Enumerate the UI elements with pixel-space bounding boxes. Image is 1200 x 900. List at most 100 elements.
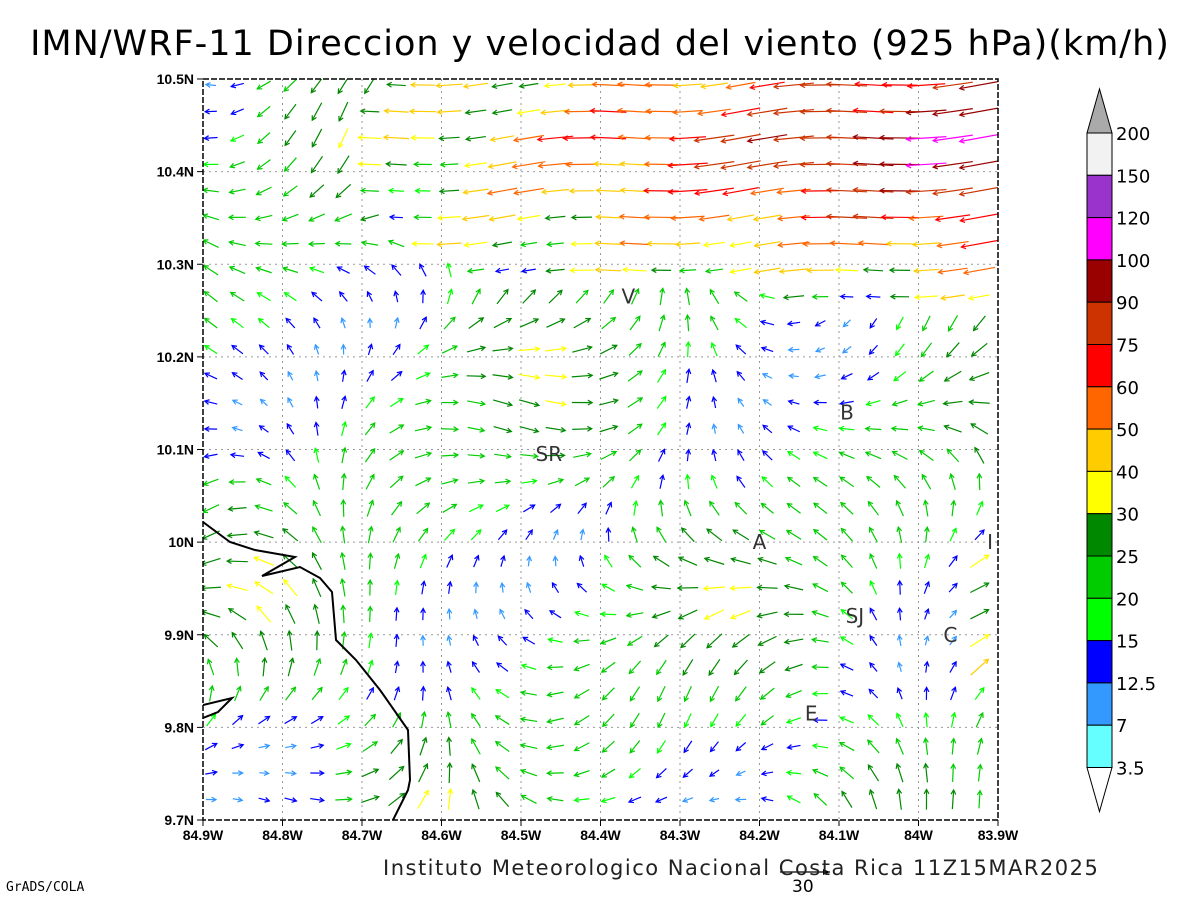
wind-arrow-head (495, 688, 502, 695)
wind-arrow-head (307, 241, 314, 247)
wind-arrow-head (317, 716, 324, 722)
wind-arrow-head (310, 167, 317, 174)
wind-arrow (969, 634, 990, 648)
wind-arrow-head (661, 395, 667, 402)
wind-arrow-head (829, 240, 836, 247)
wind-arrow-head (559, 452, 566, 459)
wind-arrow (360, 214, 380, 221)
wind-arrow-head (237, 796, 244, 803)
wind-arrow (706, 268, 723, 273)
wind-arrow-head (451, 503, 458, 510)
wind-arrow-head (479, 400, 487, 407)
wind-arrow-head (520, 794, 527, 801)
wind-arrow-head (631, 526, 637, 533)
wind-arrow-head (682, 772, 689, 778)
wind-arrow (256, 186, 272, 196)
wind-arrow (286, 344, 295, 355)
wind-arrow-head (426, 425, 433, 432)
wind-arrow (826, 162, 868, 166)
wind-arrow (285, 449, 296, 462)
wind-arrow (203, 189, 219, 193)
wind-arrow-head (203, 372, 210, 378)
wind-arrow-head (611, 450, 618, 457)
wind-arrow-head (285, 603, 291, 611)
wind-arrow (284, 797, 297, 802)
wind-arrow-head (264, 715, 271, 722)
wind-arrow-head (667, 188, 674, 195)
wind-arrow-head (203, 609, 207, 616)
wind-arrow (734, 318, 748, 329)
wind-arrow (574, 639, 590, 643)
wind-arrow-head (970, 351, 977, 357)
wind-arrow-head (495, 791, 502, 798)
wind-arrow-head (462, 83, 469, 90)
wind-arrow-head (522, 636, 529, 642)
wind-arrow (686, 315, 690, 332)
wind-arrow-head (533, 401, 541, 408)
wind-arrow (368, 553, 372, 570)
wind-arrow-head (491, 241, 499, 248)
wind-arrow (520, 769, 538, 777)
wind-arrow-head (573, 796, 580, 803)
wind-arrow-head (203, 560, 207, 566)
wind-arrow-head (545, 770, 552, 777)
x-tick-label: 84.4W (580, 827, 621, 843)
wind-arrow-head (970, 423, 977, 429)
wind-arrow (394, 580, 399, 595)
wind-arrow-head (394, 685, 401, 693)
wind-arrow (977, 764, 982, 782)
wind-arrow-head (625, 612, 632, 618)
wind-arrow (544, 374, 567, 378)
wind-arrow-head (759, 293, 766, 299)
wind-arrow-head (968, 375, 975, 382)
wind-arrow (812, 583, 829, 593)
wind-arrow (758, 557, 777, 565)
wind-arrow (896, 500, 904, 517)
wind-arrow-head (291, 797, 298, 803)
wind-arrow-head (788, 373, 795, 379)
y-tick-label: 9.7N (164, 812, 194, 828)
wind-arrow-head (897, 661, 903, 668)
wind-arrow (629, 740, 641, 754)
wind-arrow-head (564, 161, 571, 168)
wind-arrow (579, 555, 585, 567)
wind-arrow (726, 81, 756, 89)
wind-arrow (390, 739, 403, 755)
wind-arrow (787, 321, 801, 325)
wind-arrow (285, 686, 296, 701)
wind-arrow-head (706, 642, 713, 649)
wind-arrow-head (446, 607, 453, 614)
wind-arrow-head (958, 84, 965, 91)
wind-arrow-head (628, 668, 635, 675)
wind-arrow (923, 554, 930, 569)
wind-arrow-head (585, 451, 592, 458)
wind-arrow (360, 110, 380, 113)
wind-arrow-head (539, 109, 547, 116)
colorbar-label: 200 (1116, 124, 1150, 145)
wind-arrow-head (526, 555, 533, 562)
wind-arrow-head (942, 400, 949, 407)
wind-arrow-head (600, 772, 607, 778)
wind-arrow-head (412, 161, 419, 168)
wind-arrow-head (772, 110, 779, 116)
wind-arrow (949, 528, 957, 542)
wind-arrow (390, 216, 403, 219)
wind-arrow-head (560, 345, 568, 352)
wind-arrow (730, 609, 752, 619)
wind-arrow-head (359, 108, 366, 115)
wind-arrow (471, 661, 481, 673)
wind-arrow-head (583, 477, 591, 483)
wind-arrow-head (258, 344, 265, 351)
wind-arrow (896, 738, 904, 755)
wind-arrow-head (228, 265, 235, 272)
wind-arrow (735, 344, 747, 355)
wind-arrow-head (913, 294, 921, 301)
wind-arrow-head (659, 314, 666, 321)
wind-arrow (520, 453, 538, 458)
wind-arrow (712, 369, 717, 383)
wind-arrow-head (729, 585, 736, 592)
wind-arrow-head (373, 768, 380, 774)
colorbar-label: 7 (1116, 716, 1127, 737)
wind-arrow (684, 713, 692, 728)
wind-arrow (657, 712, 666, 728)
